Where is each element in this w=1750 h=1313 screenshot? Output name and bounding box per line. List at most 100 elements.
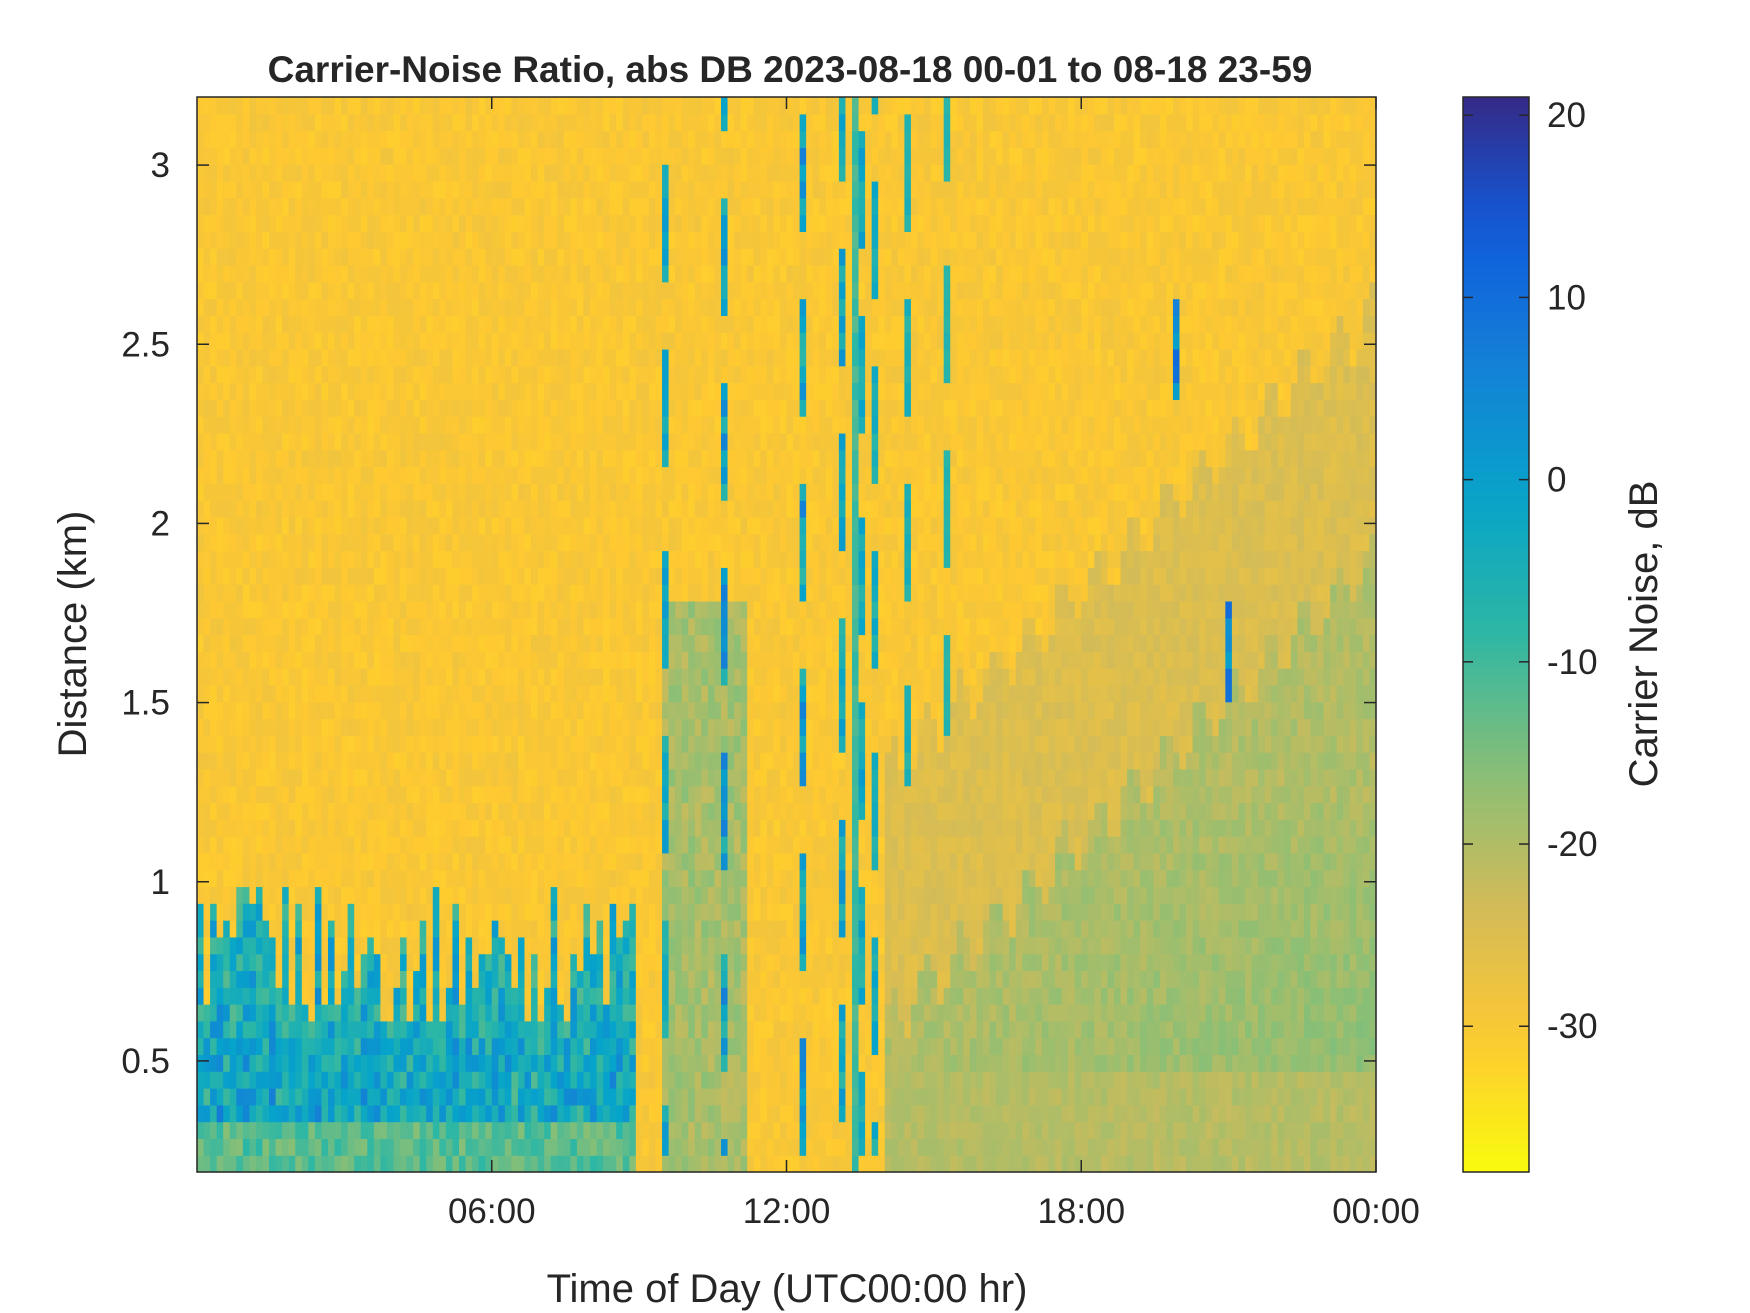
heatmap-cell — [275, 113, 283, 132]
heatmap-cell — [386, 449, 395, 468]
heatmap-cell — [413, 684, 421, 703]
heatmap-cell — [629, 248, 637, 266]
heatmap-cell — [269, 886, 277, 904]
heatmap-cell — [393, 869, 401, 888]
heatmap-cell — [681, 449, 689, 468]
heatmap-cell — [583, 97, 591, 115]
heatmap-cell — [445, 987, 454, 1005]
heatmap-cell — [452, 903, 460, 921]
heatmap-cell — [393, 533, 401, 552]
heatmap-cell — [249, 735, 257, 753]
heatmap-cell — [498, 180, 506, 199]
heatmap-cell — [485, 567, 493, 585]
heatmap-cell — [662, 836, 670, 854]
heatmap-cell — [478, 214, 486, 232]
heatmap-cell — [603, 516, 611, 535]
heatmap-cell — [478, 281, 486, 300]
heatmap-cell — [380, 1071, 388, 1089]
heatmap-cell — [557, 180, 565, 199]
heatmap-cell — [570, 113, 578, 132]
heatmap-cell — [655, 936, 663, 955]
heatmap-cell — [576, 819, 585, 837]
heatmap-cell — [439, 987, 447, 1005]
heatmap-cell — [223, 651, 231, 669]
heatmap-cell — [648, 298, 657, 316]
heatmap-cell — [413, 500, 421, 518]
heatmap-cell — [413, 97, 421, 115]
heatmap-cell — [406, 1155, 414, 1173]
heatmap-cell — [478, 348, 486, 367]
heatmap-cell — [583, 869, 591, 888]
heatmap-cell — [406, 1004, 414, 1022]
heatmap-cell — [681, 516, 689, 535]
heatmap-cell — [400, 281, 408, 300]
heatmap-cell — [681, 634, 689, 652]
heatmap-cell — [668, 970, 676, 988]
heatmap-cell — [380, 785, 388, 804]
heatmap-cell — [308, 516, 316, 535]
heatmap-cell — [328, 785, 336, 804]
heatmap-cell — [485, 399, 493, 417]
heatmap-cell — [203, 567, 211, 585]
heatmap-cell — [491, 533, 499, 552]
heatmap-cell — [210, 886, 218, 904]
heatmap-cell — [262, 718, 270, 736]
heatmap-cell — [701, 836, 709, 854]
heatmap-cell — [406, 936, 414, 955]
heatmap-cell — [249, 483, 257, 501]
heatmap-cell — [576, 651, 585, 669]
heatmap-cell — [321, 1155, 329, 1173]
heatmap-cell — [655, 214, 663, 232]
heatmap-cell — [459, 802, 467, 820]
heatmap-cell — [583, 1138, 591, 1156]
heatmap-cell — [452, 567, 460, 585]
heatmap-cell — [675, 752, 683, 770]
heatmap-cell — [426, 953, 434, 972]
heatmap-cell — [459, 500, 467, 518]
heatmap-cell — [701, 264, 709, 283]
heatmap-cell — [275, 365, 283, 384]
heatmap-cell — [367, 365, 375, 384]
heatmap-cell — [596, 1054, 604, 1072]
heatmap-cell — [373, 970, 381, 988]
heatmap-cell — [491, 264, 499, 283]
heatmap-cell — [511, 936, 519, 955]
heatmap-cell — [701, 970, 709, 988]
heatmap-cell — [288, 147, 296, 165]
heatmap-cell — [426, 348, 434, 367]
heatmap-cell — [347, 836, 355, 854]
heatmap-cell — [603, 768, 611, 787]
heatmap-cell — [203, 298, 211, 316]
heatmap-cell — [531, 785, 539, 804]
heatmap-cell — [367, 315, 375, 333]
heatmap-cell — [459, 164, 467, 182]
heatmap-cell — [576, 483, 585, 501]
heatmap-cell — [524, 802, 532, 820]
heatmap-cell — [439, 164, 447, 182]
heatmap-cell — [223, 281, 231, 300]
heatmap-cell — [216, 1037, 224, 1056]
heatmap-cell — [662, 953, 670, 972]
heatmap-cell — [314, 819, 323, 837]
heatmap-cell — [393, 315, 401, 333]
heatmap-cell — [465, 180, 473, 199]
heatmap-cell — [360, 416, 368, 434]
heatmap-cell — [498, 936, 506, 955]
heatmap-cell — [328, 449, 336, 468]
heatmap-cell — [301, 1104, 309, 1123]
heatmap-cell — [675, 886, 683, 904]
heatmap-cell — [334, 1155, 342, 1173]
heatmap-cell — [570, 197, 578, 216]
heatmap-cell — [544, 802, 552, 820]
heatmap-cell — [242, 348, 250, 367]
heatmap-cell — [288, 735, 296, 753]
heatmap-cell — [288, 197, 296, 216]
heatmap-cell — [347, 533, 355, 552]
heatmap-cell — [334, 416, 342, 434]
heatmap-cell — [563, 768, 571, 787]
heatmap-cell — [511, 1138, 519, 1156]
heatmap-cell — [583, 1020, 591, 1039]
heatmap-cell — [242, 852, 250, 871]
heatmap-cell — [668, 382, 676, 400]
heatmap-cell — [373, 231, 381, 249]
